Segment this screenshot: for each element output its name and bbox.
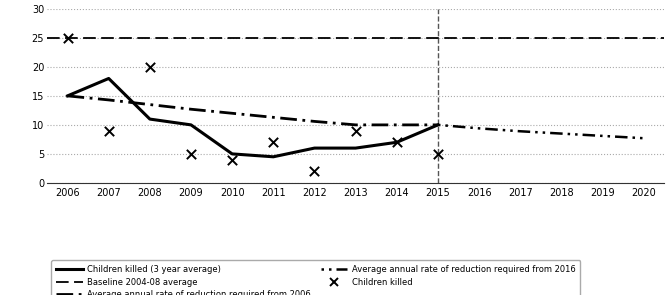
Point	[350, 128, 361, 133]
Point	[144, 65, 155, 69]
Point	[309, 169, 320, 174]
Point	[391, 140, 402, 145]
Point	[227, 157, 238, 162]
Point	[62, 35, 73, 40]
Point	[433, 152, 444, 156]
Point	[103, 128, 114, 133]
Legend: Children killed (3 year average), Baseline 2004-08 average, Average annual rate : Children killed (3 year average), Baseli…	[51, 260, 580, 295]
Point	[186, 152, 197, 156]
Point	[268, 140, 278, 145]
